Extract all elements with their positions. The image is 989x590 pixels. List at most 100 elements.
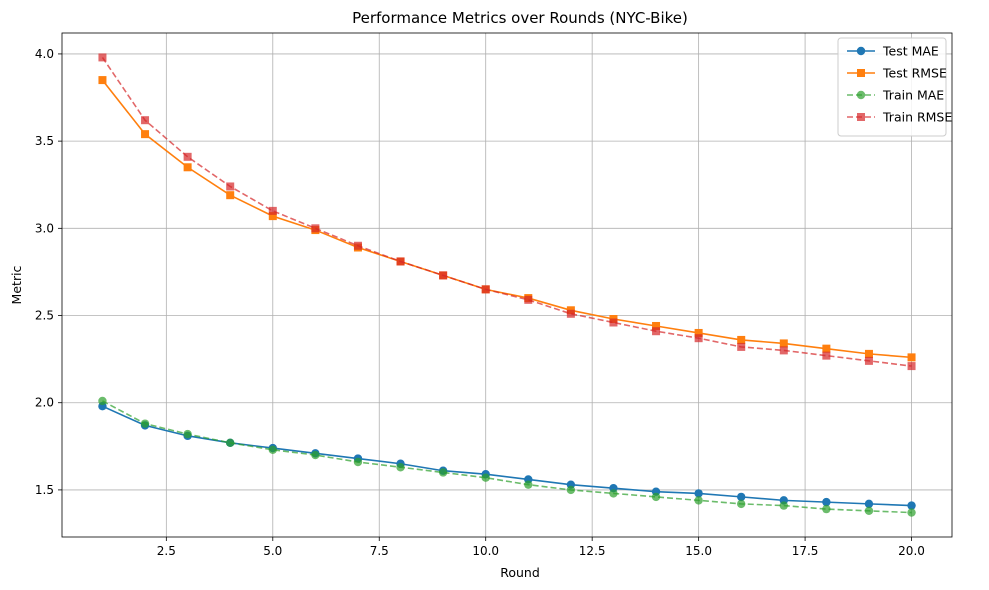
series-train-mae (98, 396, 916, 517)
data-point-train-mae (140, 419, 150, 428)
data-point-test-rmse (141, 130, 150, 139)
data-point-train-mae (822, 504, 831, 514)
y-tick-label: 2.0 (35, 396, 54, 410)
series-line-test-mae (102, 405, 912, 507)
data-point-test-rmse (779, 339, 788, 348)
series-train-rmse (98, 53, 916, 371)
data-point-train-mae (438, 468, 448, 477)
data-point-train-rmse (864, 356, 873, 365)
legend-label: Test MAE (882, 44, 939, 59)
data-point-train-mae (609, 489, 618, 498)
data-point-train-rmse (566, 309, 575, 318)
data-point-train-rmse (141, 116, 150, 125)
y-axis: 1.5 2.0 2.5 3.0 3.5 4.0 (35, 47, 62, 497)
data-point-train-rmse (353, 241, 362, 250)
data-point-train-mae (353, 457, 363, 467)
data-point-train-mae (524, 480, 533, 489)
plot-frame (61, 32, 953, 538)
series-layer (98, 53, 916, 517)
legend-item-test-mae: Test MAE (847, 44, 939, 59)
data-point-test-rmse (907, 353, 916, 362)
series-line-train-mae (102, 400, 912, 514)
data-point-test-rmse (864, 349, 873, 358)
x-tick-label: 17.5 (792, 544, 819, 558)
legend-marker (856, 90, 866, 100)
data-point-train-rmse (396, 257, 405, 266)
legend-item-train-rmse: Train RMSE (847, 110, 952, 125)
y-tick-label: 1.5 (35, 483, 54, 497)
legend-label: Test RMSE (882, 66, 947, 81)
data-point-test-mae (737, 492, 746, 502)
legend-label: Train MAE (882, 88, 944, 103)
x-tick-label: 2.5 (157, 544, 176, 558)
legend: Test MAE Test RMSE Train MAE Train RMSE (837, 37, 952, 137)
data-point-train-mae (737, 499, 746, 509)
data-point-test-mae (907, 501, 916, 510)
x-tick-label: 7.5 (370, 544, 389, 558)
data-point-train-rmse (524, 295, 533, 304)
data-point-train-rmse (907, 362, 916, 371)
x-axis: 2.5 5.0 7.5 10.0 12.5 15.0 17.5 20.0 (157, 537, 925, 558)
y-axis-label: Metric (9, 265, 24, 304)
legend-item-train-mae: Train MAE (847, 88, 944, 103)
legend-marker (856, 46, 866, 56)
data-point-test-rmse (694, 328, 703, 337)
legend-label: Train RMSE (882, 110, 952, 125)
data-point-train-mae (779, 501, 788, 510)
x-axis-label: Round (500, 565, 540, 580)
data-point-test-rmse (183, 163, 192, 172)
data-point-train-rmse (822, 351, 831, 360)
data-point-test-rmse (226, 191, 235, 200)
y-tick-label: 3.5 (35, 134, 54, 148)
y-tick-label: 2.5 (35, 309, 54, 323)
x-tick-label: 12.5 (579, 544, 606, 558)
data-point-train-rmse (481, 285, 490, 294)
data-point-train-mae (651, 492, 661, 502)
data-point-train-mae (694, 496, 703, 505)
data-point-train-rmse (183, 152, 192, 161)
data-point-test-rmse (737, 335, 746, 344)
data-point-train-rmse (609, 318, 618, 327)
data-point-train-rmse (98, 53, 107, 62)
data-point-train-mae (907, 508, 916, 517)
x-tick-label: 10.0 (472, 544, 499, 558)
data-point-test-mae (694, 489, 703, 498)
data-point-test-rmse (268, 212, 277, 221)
legend-box (837, 37, 947, 137)
data-point-train-rmse (779, 346, 788, 355)
data-point-train-mae (183, 429, 192, 439)
data-point-train-mae (481, 473, 490, 482)
data-point-train-rmse (694, 334, 703, 343)
series-line-test-rmse (101, 79, 912, 359)
data-point-test-rmse (652, 321, 661, 330)
x-tick-label: 15.0 (685, 544, 712, 558)
data-point-test-mae (822, 497, 831, 507)
data-point-train-mae (226, 438, 235, 448)
legend-marker (857, 69, 865, 77)
data-point-test-rmse (822, 344, 831, 353)
data-point-train-mae (311, 450, 320, 460)
y-tick-label: 3.0 (35, 221, 54, 235)
data-point-train-mae (98, 396, 107, 406)
x-tick-label: 5.0 (263, 544, 282, 558)
chart-title: Performance Metrics over Rounds (NYC-Bik… (352, 9, 688, 27)
data-point-train-rmse (439, 271, 448, 280)
y-tick-label: 4.0 (35, 47, 54, 61)
data-point-train-mae (566, 485, 576, 495)
data-point-train-rmse (737, 342, 746, 351)
data-point-train-mae (864, 506, 874, 516)
data-point-train-mae (268, 445, 277, 455)
data-point-train-rmse (311, 224, 320, 233)
x-tick-label: 20.0 (898, 544, 925, 558)
data-point-train-mae (396, 463, 405, 472)
series-line-train-rmse (101, 56, 912, 367)
data-point-test-mae (864, 499, 874, 509)
legend-item-test-rmse: Test RMSE (847, 66, 947, 81)
data-point-test-rmse (98, 76, 107, 85)
legend-marker (857, 113, 865, 121)
data-point-train-rmse (652, 327, 661, 336)
data-point-train-rmse (268, 206, 277, 215)
data-point-train-rmse (226, 182, 235, 191)
